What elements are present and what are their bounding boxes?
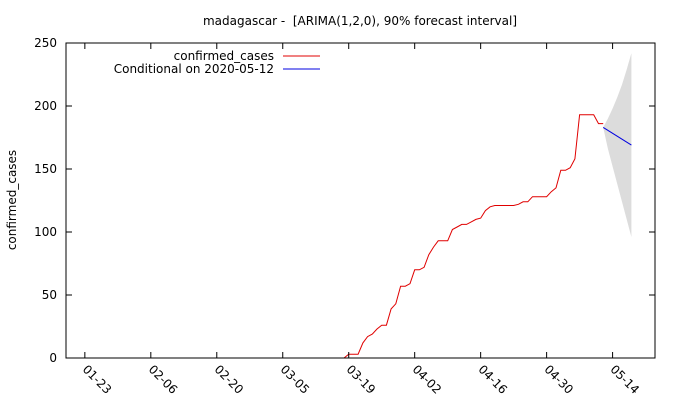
y-tick-label: 0	[49, 351, 57, 365]
series-line-1	[602, 126, 632, 146]
x-tick-label: 05-14	[607, 362, 642, 397]
x-tick-label: 02-20	[212, 362, 247, 397]
y-tick-label: 150	[34, 162, 57, 176]
forecast-interval-layer	[603, 53, 632, 237]
x-tick-label: 03-19	[344, 362, 379, 397]
forecast-interval-band	[603, 53, 632, 237]
x-tick-label: 02-06	[146, 362, 181, 397]
series-layer	[343, 114, 632, 359]
x-tick-label: 04-02	[410, 362, 445, 397]
legend-label-1: Conditional on 2020-05-12	[114, 62, 274, 76]
x-tick-label: 04-16	[476, 362, 511, 397]
x-tick-label: 04-30	[542, 362, 577, 397]
y-axis-label: confirmed_cases	[5, 150, 19, 250]
x-tick-label: 01-23	[80, 362, 115, 397]
series-line-0	[343, 114, 604, 359]
chart-title: madagascar - [ARIMA(1,2,0), 90% forecast…	[203, 14, 517, 28]
plot-frame	[65, 42, 656, 359]
axes-layer: 0 50 100 150 200 250 01-23 02-06 02-20 03-05 03-19…	[34, 36, 656, 397]
legend-label-0: confirmed_cases	[174, 49, 274, 63]
y-tick-label: 200	[34, 99, 57, 113]
x-tick-label: 03-05	[278, 362, 313, 397]
y-tick-label: 250	[34, 36, 57, 50]
y-tick-label: 100	[34, 225, 57, 239]
y-tick-label: 50	[42, 288, 57, 302]
